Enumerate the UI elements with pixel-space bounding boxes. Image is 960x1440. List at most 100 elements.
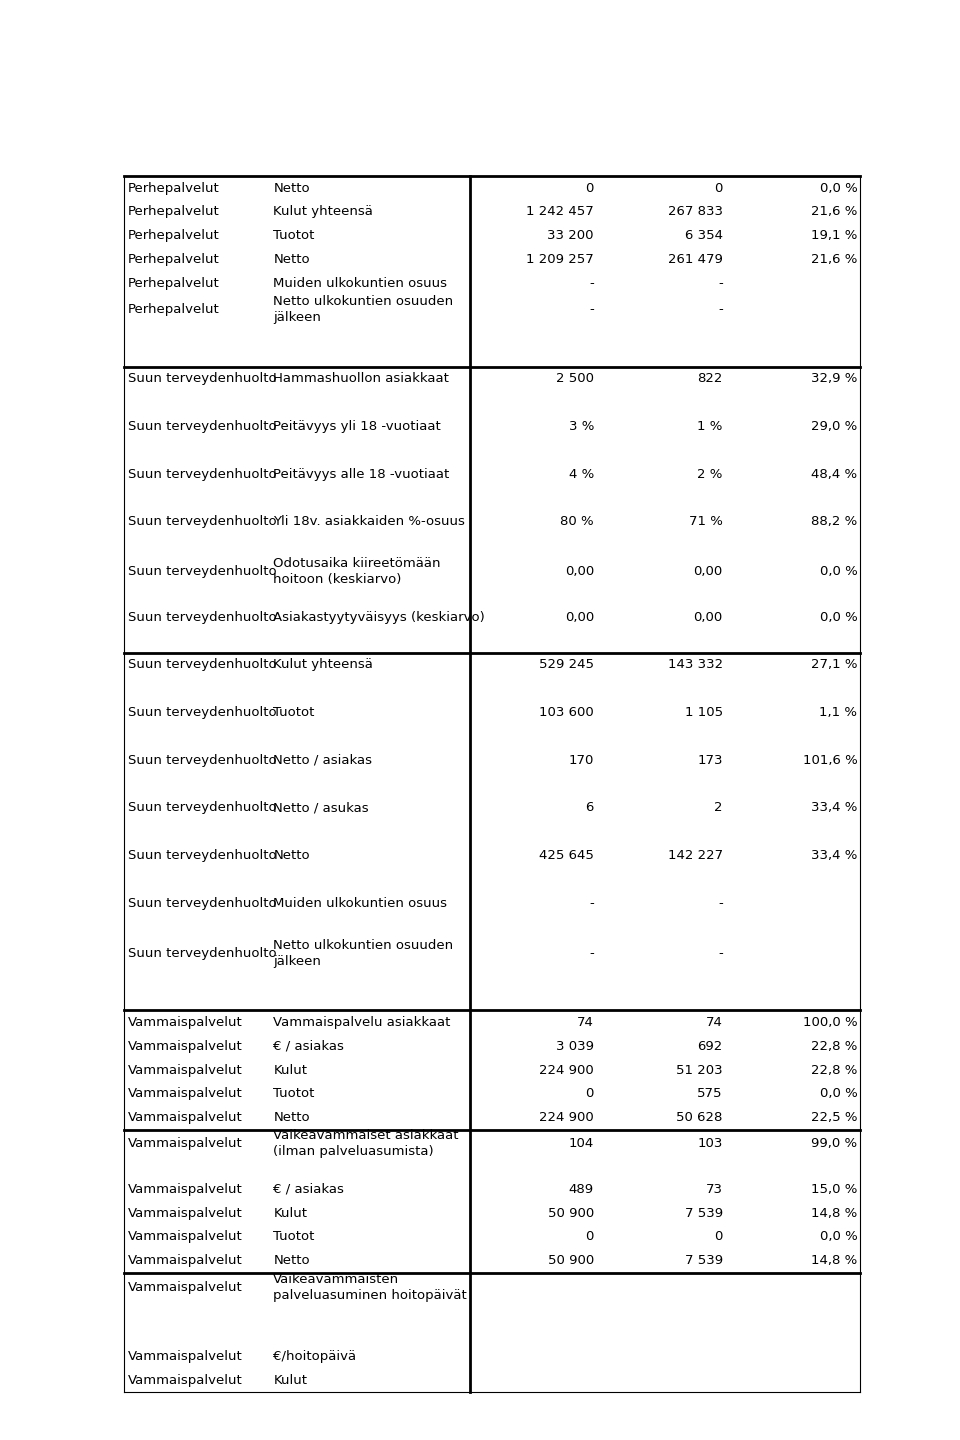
Text: Suun terveydenhuolto: Suun terveydenhuolto [129,611,276,624]
Text: Netto / asukas: Netto / asukas [274,802,369,815]
Text: Perhepalvelut: Perhepalvelut [129,229,220,242]
Text: 73: 73 [706,1182,723,1195]
Text: 0: 0 [586,181,594,194]
Text: 1 242 457: 1 242 457 [526,206,594,219]
Text: -: - [718,897,723,910]
Text: 692: 692 [697,1040,723,1053]
Text: Peitävyys yli 18 -vuotiaat: Peitävyys yli 18 -vuotiaat [274,420,441,433]
Text: 0,0 %: 0,0 % [820,566,857,579]
Text: 103: 103 [697,1138,723,1151]
Text: -: - [718,304,723,317]
Text: 0,0 %: 0,0 % [820,611,857,624]
Text: 822: 822 [697,373,723,386]
Text: 489: 489 [569,1182,594,1195]
Text: Suun terveydenhuolto: Suun terveydenhuolto [129,566,276,579]
Text: Yli 18v. asiakkaiden %-osuus: Yli 18v. asiakkaiden %-osuus [274,516,466,528]
Text: 224 900: 224 900 [540,1064,594,1077]
Text: Netto ulkokuntien osuuden
jälkeen: Netto ulkokuntien osuuden jälkeen [274,939,453,968]
Text: 6: 6 [586,802,594,815]
Text: Netto: Netto [274,253,310,266]
Text: 99,0 %: 99,0 % [811,1138,857,1151]
Text: Perhepalvelut: Perhepalvelut [129,276,220,289]
Text: -: - [589,276,594,289]
Text: Vammaispalvelut: Vammaispalvelut [129,1280,243,1293]
Text: 0,0 %: 0,0 % [820,181,857,194]
Text: 267 833: 267 833 [667,206,723,219]
Text: 142 227: 142 227 [667,850,723,863]
Text: -: - [589,946,594,960]
Text: Netto: Netto [274,850,310,863]
Text: Kulut yhteensä: Kulut yhteensä [274,658,373,671]
Text: Suun terveydenhuolto: Suun terveydenhuolto [129,802,276,815]
Text: 0,0 %: 0,0 % [820,1230,857,1244]
Text: 104: 104 [568,1138,594,1151]
Text: Vammaispalvelut: Vammaispalvelut [129,1138,243,1151]
Text: -: - [589,304,594,317]
Text: Suun terveydenhuolto: Suun terveydenhuolto [129,658,276,671]
Text: Netto ulkokuntien osuuden
jälkeen: Netto ulkokuntien osuuden jälkeen [274,295,453,324]
Text: 4 %: 4 % [568,468,594,481]
Text: 261 479: 261 479 [668,253,723,266]
Text: 51 203: 51 203 [676,1064,723,1077]
Text: 29,0 %: 29,0 % [811,420,857,433]
Text: 32,9 %: 32,9 % [811,373,857,386]
Text: Vammaispalvelut: Vammaispalvelut [129,1064,243,1077]
Text: 33,4 %: 33,4 % [811,850,857,863]
Text: Suun terveydenhuolto: Suun terveydenhuolto [129,420,276,433]
Text: 33,4 %: 33,4 % [811,802,857,815]
Text: Vammaispalvelu asiakkaat: Vammaispalvelu asiakkaat [274,1015,450,1030]
Text: -: - [589,897,594,910]
Text: -: - [718,946,723,960]
Text: Vammaispalvelut: Vammaispalvelut [129,1254,243,1267]
Text: -: - [718,276,723,289]
Text: Kulut yhteensä: Kulut yhteensä [274,206,373,219]
Text: Perhepalvelut: Perhepalvelut [129,206,220,219]
Text: Netto: Netto [274,1112,310,1125]
Text: Vammaispalvelut: Vammaispalvelut [129,1182,243,1195]
Text: 74: 74 [706,1015,723,1030]
Text: 0: 0 [714,181,723,194]
Text: 19,1 %: 19,1 % [811,229,857,242]
Text: 170: 170 [568,753,594,766]
Text: 0: 0 [714,1230,723,1244]
Text: 80 %: 80 % [561,516,594,528]
Text: 1,1 %: 1,1 % [819,706,857,719]
Text: Perhepalvelut: Perhepalvelut [129,304,220,317]
Text: Vammaispalvelut: Vammaispalvelut [129,1207,243,1220]
Text: 27,1 %: 27,1 % [811,658,857,671]
Text: Suun terveydenhuolto: Suun terveydenhuolto [129,516,276,528]
Text: 1 209 257: 1 209 257 [526,253,594,266]
Text: 14,8 %: 14,8 % [811,1254,857,1267]
Text: 0,00: 0,00 [564,566,594,579]
Text: 1 105: 1 105 [684,706,723,719]
Text: 15,0 %: 15,0 % [811,1182,857,1195]
Text: Vammaispalvelut: Vammaispalvelut [129,1230,243,1244]
Text: Muiden ulkokuntien osuus: Muiden ulkokuntien osuus [274,276,447,289]
Text: Vaikeavammaisten
palveluasuminen hoitopäivät: Vaikeavammaisten palveluasuminen hoitopä… [274,1273,467,1302]
Text: 103 600: 103 600 [540,706,594,719]
Text: 7 539: 7 539 [684,1254,723,1267]
Text: 425 645: 425 645 [540,850,594,863]
Text: Kulut: Kulut [274,1064,307,1077]
Text: Vammaispalvelut: Vammaispalvelut [129,1087,243,1100]
Text: 1 %: 1 % [697,420,723,433]
Text: Peitävyys alle 18 -vuotiaat: Peitävyys alle 18 -vuotiaat [274,468,449,481]
Text: Tuotot: Tuotot [274,1230,315,1244]
Text: Vammaispalvelut: Vammaispalvelut [129,1015,243,1030]
Text: 21,6 %: 21,6 % [811,206,857,219]
Text: Suun terveydenhuolto: Suun terveydenhuolto [129,373,276,386]
Text: Suun terveydenhuolto: Suun terveydenhuolto [129,946,276,960]
Text: Kulut: Kulut [274,1207,307,1220]
Text: 21,6 %: 21,6 % [811,253,857,266]
Text: 88,2 %: 88,2 % [811,516,857,528]
Text: 3 039: 3 039 [556,1040,594,1053]
Text: Asiakastyytyväisyys (keskiarvo): Asiakastyytyväisyys (keskiarvo) [274,611,485,624]
Text: Suun terveydenhuolto: Suun terveydenhuolto [129,897,276,910]
Text: 2 500: 2 500 [556,373,594,386]
Text: Suun terveydenhuolto: Suun terveydenhuolto [129,850,276,863]
Text: 2: 2 [714,802,723,815]
Text: 48,4 %: 48,4 % [811,468,857,481]
Text: 50 628: 50 628 [676,1112,723,1125]
Text: Suun terveydenhuolto: Suun terveydenhuolto [129,753,276,766]
Text: 6 354: 6 354 [684,229,723,242]
